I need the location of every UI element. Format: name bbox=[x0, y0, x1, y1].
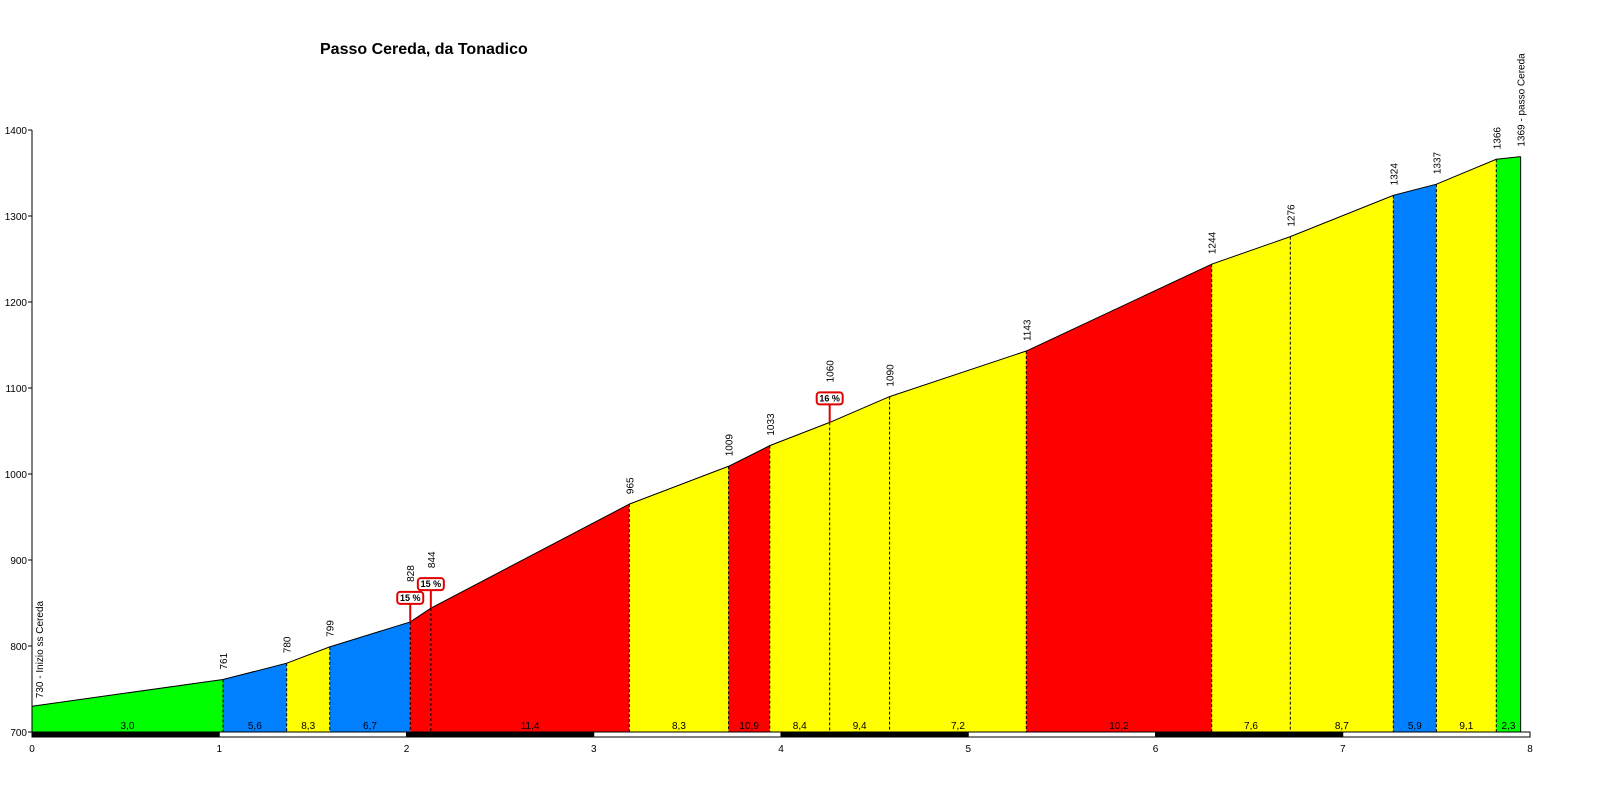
y-tick-label: 1200 bbox=[5, 298, 28, 309]
gradient-label: 6,7 bbox=[363, 721, 377, 732]
km-scale-bar bbox=[593, 731, 782, 738]
km-scale-bar bbox=[780, 731, 969, 738]
gradient-label: 9,4 bbox=[853, 721, 867, 732]
segment-area bbox=[1496, 156, 1521, 732]
x-tick-label: 0 bbox=[29, 744, 35, 755]
max-gradient-label: 15 % bbox=[421, 579, 442, 589]
max-gradient-label: 15 % bbox=[400, 593, 421, 603]
segment-area bbox=[1393, 184, 1437, 732]
elevation-label: 1366 bbox=[1492, 127, 1503, 150]
y-tick-label: 1300 bbox=[5, 212, 28, 223]
elevation-label: 1244 bbox=[1208, 231, 1219, 254]
gradient-label: 7,2 bbox=[951, 721, 965, 732]
max-gradient-label: 16 % bbox=[819, 393, 840, 403]
gradient-label: 10,2 bbox=[1109, 721, 1129, 732]
km-scale-bar bbox=[31, 731, 220, 738]
y-tick-label: 900 bbox=[10, 556, 27, 567]
max-gradient-markers: 15 %15 % 16 % bbox=[396, 391, 844, 622]
y-tick-label: 1400 bbox=[5, 126, 28, 137]
x-tick-label: 4 bbox=[778, 744, 784, 755]
gradient-label: 8,3 bbox=[672, 721, 686, 732]
elevation-label: 1060 bbox=[826, 360, 837, 383]
segment-area bbox=[1436, 159, 1497, 733]
segment-area bbox=[829, 396, 890, 732]
max-gradient-box bbox=[396, 590, 425, 605]
max-gradient-box bbox=[815, 391, 844, 406]
elevation-label: 1009 bbox=[725, 434, 736, 457]
elevation-label: 1276 bbox=[1286, 204, 1297, 227]
km-scale-bar bbox=[1342, 731, 1531, 738]
km-scale-bar bbox=[967, 731, 1156, 738]
gradient-label: 2,3 bbox=[1502, 721, 1516, 732]
max-gradient-box bbox=[416, 577, 445, 592]
segment-area bbox=[329, 621, 411, 732]
gradient-label: 10,9 bbox=[739, 721, 759, 732]
elevation-line bbox=[31, 156, 1521, 707]
elevation-label: 844 bbox=[427, 551, 438, 568]
elevation-label: 1033 bbox=[766, 413, 777, 436]
gradient-label: 5,9 bbox=[1408, 721, 1422, 732]
elevation-label: 730 - Inizio ss Cereda bbox=[35, 600, 46, 698]
y-tick-label: 1000 bbox=[5, 470, 28, 481]
elevation-label: 780 bbox=[283, 636, 294, 653]
segment-area bbox=[629, 466, 729, 732]
x-tick-label: 1 bbox=[216, 744, 222, 755]
km-scale-bar bbox=[406, 731, 595, 738]
segment-area bbox=[286, 646, 330, 732]
x-tick-label: 7 bbox=[1340, 744, 1346, 755]
elevation-label: 1143 bbox=[1022, 319, 1033, 341]
elevation-label: 1337 bbox=[1432, 151, 1443, 174]
y-tick-label: 1100 bbox=[5, 384, 27, 395]
elevation-label: 828 bbox=[406, 565, 417, 582]
segment-area bbox=[222, 663, 287, 732]
segment-area bbox=[1211, 236, 1291, 732]
data-labels: 3,0 5,6 8,3 6,7 11,4 8,3 10,9 8,4 9,4 7,2 10,2 7,6 8… bbox=[35, 53, 1528, 732]
gradient-label: 5,6 bbox=[248, 721, 262, 732]
gradient-label: 8,4 bbox=[793, 721, 807, 732]
gradient-label: 3,0 bbox=[121, 721, 135, 732]
elevation-label: 1324 bbox=[1389, 163, 1400, 186]
gradient-label: 11,4 bbox=[521, 721, 540, 732]
x-tick-label: 5 bbox=[965, 744, 971, 755]
segment-area bbox=[1290, 195, 1394, 733]
x-tick-label: 3 bbox=[591, 744, 597, 755]
segment-dividers bbox=[222, 156, 1522, 732]
elevation-label: 799 bbox=[326, 620, 337, 637]
chart-title: Passo Cereda, da Tonadico bbox=[320, 41, 528, 58]
segment-area bbox=[728, 445, 770, 732]
profile-line bbox=[31, 156, 1521, 707]
x-tick-label: 6 bbox=[1153, 744, 1159, 755]
axes: 700 800 900 1000 1100 1200 1300 1400 0 1 2 3 4 5 6 7 8 bbox=[5, 126, 1533, 755]
elevation-label: 1369 - passo Cereda bbox=[1517, 53, 1528, 147]
segment-area bbox=[32, 679, 223, 732]
km-scale-bar bbox=[1155, 731, 1344, 738]
x-tick-label: 8 bbox=[1527, 744, 1533, 755]
segment-fills bbox=[32, 156, 1521, 733]
y-tick-label: 800 bbox=[10, 642, 27, 653]
gradient-label: 8,3 bbox=[301, 721, 315, 732]
gradient-label: 9,1 bbox=[1459, 721, 1473, 732]
elevation-label: 761 bbox=[219, 652, 230, 669]
x-tick-label: 2 bbox=[404, 744, 410, 755]
segment-area bbox=[430, 504, 630, 732]
km-scale-bar bbox=[218, 731, 407, 738]
segment-area bbox=[769, 422, 830, 732]
elevation-label: 965 bbox=[625, 477, 636, 494]
y-tick-label: 700 bbox=[10, 728, 27, 739]
segment-area bbox=[1026, 264, 1212, 732]
segment-area bbox=[889, 351, 1027, 732]
gradient-label: 8,7 bbox=[1335, 721, 1349, 732]
elevation-label: 1090 bbox=[886, 364, 897, 387]
gradient-label: 7,6 bbox=[1244, 721, 1258, 732]
segment-area bbox=[410, 608, 431, 732]
